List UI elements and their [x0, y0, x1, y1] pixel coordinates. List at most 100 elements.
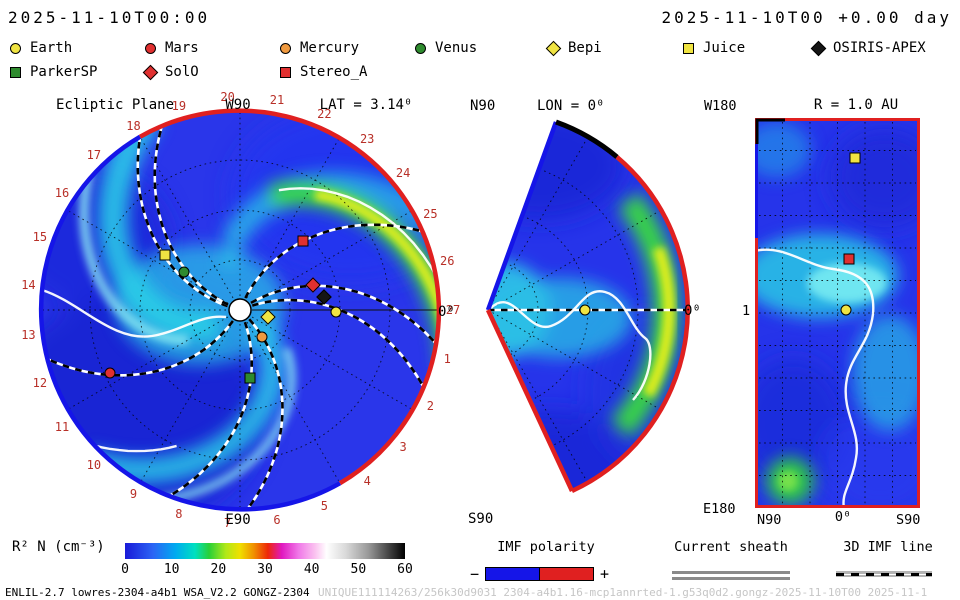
legend-label: Stereo_A: [300, 64, 368, 80]
imf-line-label: 3D IMF line: [843, 539, 933, 555]
current-sheath-line: [490, 290, 652, 401]
legend-label: Juice: [703, 40, 746, 56]
bepi-marker-icon: [545, 40, 562, 56]
legend-label: Mars: [165, 40, 199, 56]
boundary-positive-edge: [485, 309, 575, 492]
legend-label: Mercury: [300, 40, 360, 56]
map-boundary-black: [755, 118, 785, 144]
meridional-zero-label: 0⁰: [684, 303, 701, 319]
model-info: ENLIL-2.7 lowres-2304-a4b1 WSA_V2.2 GONG…: [5, 586, 310, 599]
ecliptic-title: Ecliptic Plane: [56, 97, 175, 113]
legend-row-1: Earth Mars Mercury Venus Bepi Juice OSIRIS-APE…: [0, 40, 960, 58]
imf-polarity-label: IMF polarity: [497, 539, 595, 555]
legend-item-parkersp: ParkerSP: [10, 64, 97, 80]
ecliptic-plane-panel: [38, 108, 442, 512]
solo-marker-icon: [142, 64, 159, 80]
legend-item-solo: SolO: [142, 64, 199, 80]
imf-line-dashes: [243, 318, 284, 508]
imf-line-sample: [836, 570, 932, 579]
map-grid: [759, 122, 916, 504]
imf-line-dashes: [42, 320, 234, 377]
meridional-n90-label: N90: [470, 98, 496, 114]
ecliptic-w90-label: W90: [225, 97, 251, 113]
timestamp-current: 2025-11-10T00:00: [8, 8, 211, 27]
map-e180-label: E180: [703, 501, 736, 517]
boundary-negative-edge: [485, 121, 559, 311]
imf-polarity-bar: − +: [470, 565, 609, 583]
ecliptic-zero-label: 0⁰: [438, 304, 455, 320]
legend-label: Venus: [435, 40, 478, 56]
density-arm-core: [78, 170, 188, 345]
legend-item-juice: Juice: [683, 40, 745, 56]
legend-row-2: ParkerSP SolO Stereo_A: [0, 64, 960, 82]
watermark-text: UNIQUE111114263/256k30d9031 2304-a4b1.16…: [318, 586, 928, 599]
colorbar-tick-0: 0: [121, 562, 129, 577]
current-sheath-label: Current sheath: [674, 539, 788, 555]
timestamp-forecast: 2025-11-10T00 +0.00 day: [661, 8, 952, 27]
venus-marker-icon: [415, 42, 426, 54]
imf-line-dashes: [836, 573, 932, 576]
ecliptic-lat-label: LAT = 3.14⁰: [319, 97, 413, 113]
meridional-s90-label: S90: [468, 511, 494, 527]
legend-label: SolO: [165, 64, 199, 80]
legend-item-osiris-apex: OSIRIS-APEX: [810, 40, 926, 56]
colorbar-tick-10: 10: [163, 562, 180, 577]
imf-line-dashes: [250, 284, 438, 349]
map-s90-tick: S90: [896, 512, 921, 528]
colorbar-tick-40: 40: [303, 562, 320, 577]
colorbar-tick-60: 60: [397, 562, 413, 577]
legend-item-mercury: Mercury: [280, 40, 359, 56]
legend-label: OSIRIS-APEX: [833, 40, 926, 56]
map-title: R = 1.0 AU: [813, 97, 899, 113]
map-boundary-positive: [755, 118, 920, 508]
boundary-positive-arc: [138, 108, 442, 486]
ecliptic-e90-label: E90: [225, 512, 251, 528]
legend-item-mars: Mars: [145, 40, 199, 56]
legend-label: Bepi: [568, 40, 602, 56]
imf-minus-sign: −: [470, 565, 480, 583]
colorbar-tick-50: 50: [350, 562, 367, 577]
density-arm-core: [160, 347, 297, 504]
legend-item-stereo_a: Stereo_A: [280, 64, 367, 80]
map-zero-tick: 0⁰: [834, 509, 852, 525]
map-w180-label: W180: [704, 98, 737, 114]
imf-line-dashes: [153, 121, 229, 306]
imf-spiral-lines: [42, 121, 438, 508]
colorbar-tick-30: 30: [257, 562, 273, 577]
imf-line-dashes: [164, 321, 253, 500]
meridional-lon-label: LON = 0⁰: [537, 98, 605, 114]
map-n90-tick: N90: [757, 512, 782, 528]
legend-label: ParkerSP: [30, 64, 98, 80]
legend-item-bepi: Bepi: [545, 40, 602, 56]
sheath-line-bottom: [672, 577, 790, 580]
juice-marker-icon: [683, 42, 694, 54]
imf-line-dashes: [251, 298, 428, 393]
imf-line-dashes: [244, 223, 429, 299]
meridional-panel: [485, 119, 690, 494]
osiris-apex-marker-icon: [810, 40, 827, 56]
imf-positive-swatch: [539, 567, 595, 581]
current-sheath-sample: [672, 571, 790, 583]
current-sheath-line: [42, 288, 227, 338]
earth-marker-icon: [10, 42, 21, 54]
map-density-field: [757, 120, 918, 506]
colorbar-tick-20: 20: [210, 562, 227, 577]
sheath-line-top: [672, 571, 790, 574]
mars-marker-icon: [145, 42, 156, 54]
density-colorbar: [125, 543, 405, 559]
sun-icon: [228, 298, 252, 322]
legend-label: Earth: [30, 40, 73, 56]
imf-negative-swatch: [485, 567, 541, 581]
imf-line-dashes: [136, 132, 229, 308]
current-sheath-line: [757, 248, 875, 506]
legend-item-earth: Earth: [10, 40, 72, 56]
imf-line-gray-top: [836, 571, 932, 574]
boundary-negative-arc: [38, 134, 342, 512]
colorbar-label: R² N (cm⁻³): [12, 539, 105, 555]
map-left-tick: 1: [742, 303, 751, 319]
imf-plus-sign: +: [600, 565, 610, 583]
mercury-marker-icon: [280, 42, 291, 54]
density-arm: [97, 112, 223, 341]
latlon-map-panel: [755, 118, 920, 508]
parkersp-marker-icon: [10, 66, 21, 78]
